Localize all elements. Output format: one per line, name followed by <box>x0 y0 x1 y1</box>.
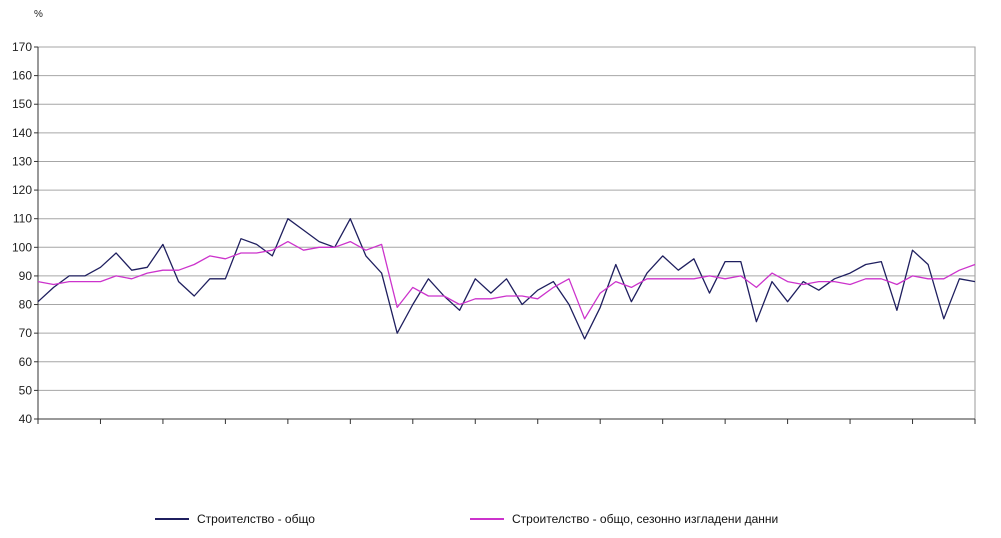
series-line-1 <box>37 218 976 340</box>
y-tick-label: 130 <box>12 154 32 168</box>
y-tick-label: 100 <box>12 240 32 254</box>
grid-layer <box>37 46 976 420</box>
series-layer <box>37 218 976 340</box>
y-tick-label: 140 <box>12 126 32 140</box>
plot-area <box>37 46 976 420</box>
y-tick-label: 50 <box>19 383 33 397</box>
legend-label-series-1: Строителство - общо <box>197 512 315 526</box>
y-tick-label: 160 <box>12 69 32 83</box>
y-unit-label: % <box>34 9 43 20</box>
y-tick-label: 110 <box>13 212 32 226</box>
y-tick-label: 90 <box>19 269 33 283</box>
y-tick-label: 70 <box>19 326 33 340</box>
y-tick-label: 150 <box>12 97 32 111</box>
y-tick-label: 170 <box>12 40 32 54</box>
y-tick-label: 60 <box>19 355 33 369</box>
legend-swatch-series-2 <box>470 518 504 520</box>
y-tick-label: 120 <box>12 183 32 197</box>
legend-label-series-2: Строителство - общо, сезонно изгладени д… <box>512 512 779 526</box>
axis-layer: 40 50 60 70 80 90 100 110 120 130 140 150 160 170 <box>12 40 976 426</box>
legend-item-series-2: Строителство - общо, сезонно изгладени д… <box>470 512 778 526</box>
y-tick-label: 40 <box>19 412 33 426</box>
y-tick-label: 80 <box>19 298 33 312</box>
legend-item-series-1: Строителство - общо <box>155 512 315 526</box>
legend-swatch-series-1 <box>155 518 189 520</box>
series-line-2 <box>37 240 976 320</box>
